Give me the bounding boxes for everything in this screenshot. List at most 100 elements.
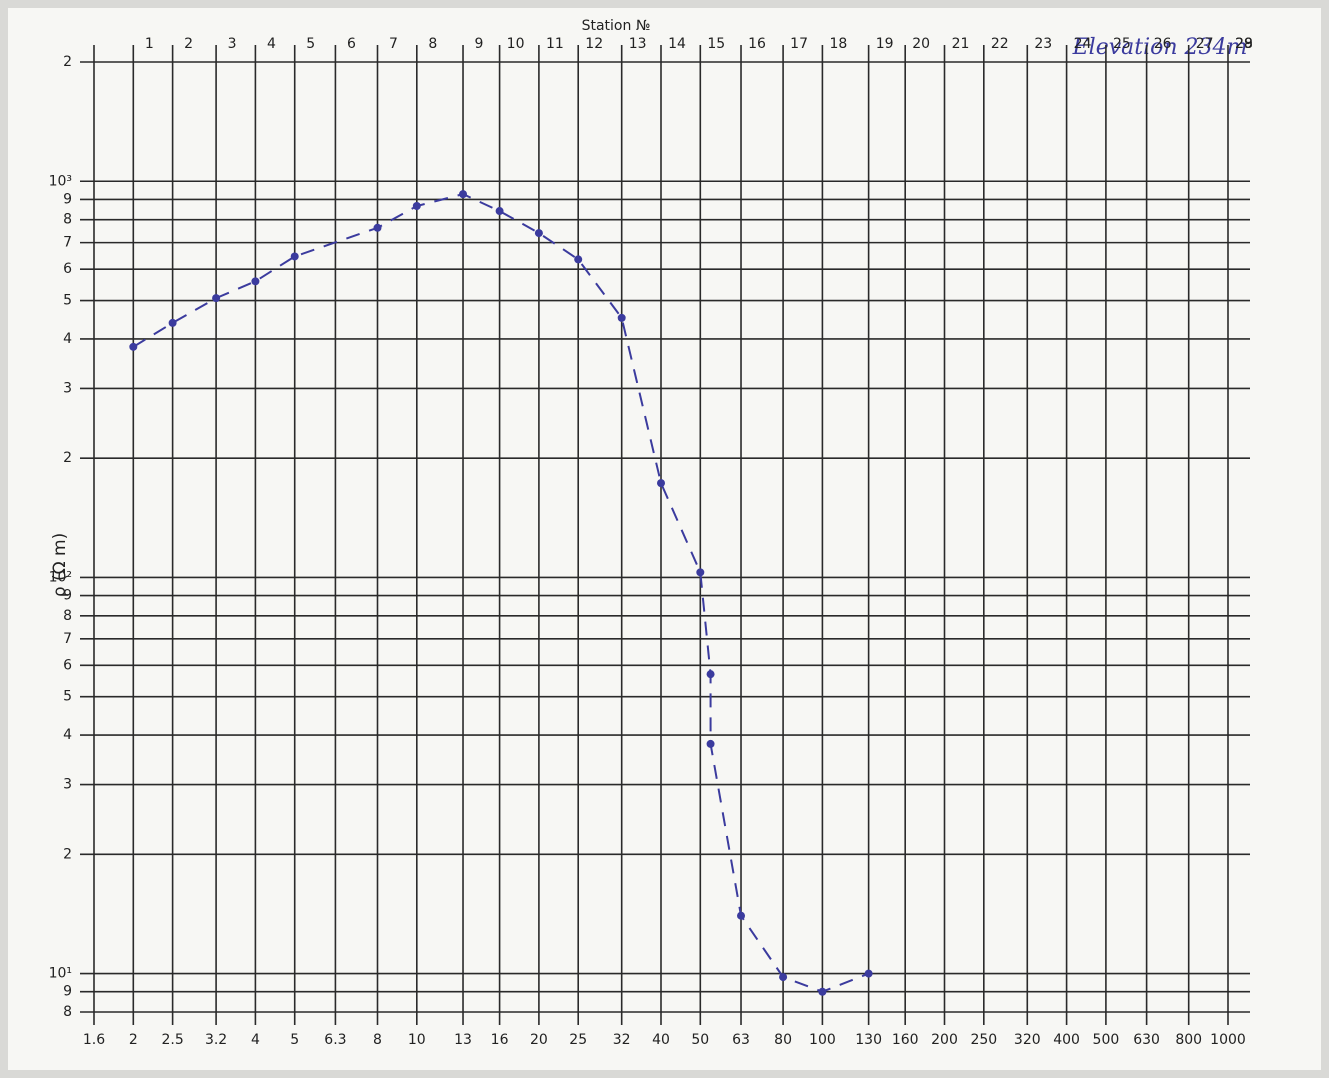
station-label: 7: [389, 36, 398, 52]
data-point: [373, 223, 382, 232]
chart-title: Station №: [582, 18, 651, 34]
station-label: 25: [1113, 36, 1131, 52]
data-point: [779, 973, 788, 982]
station-label: 13: [629, 36, 647, 52]
y-tick-label: 5: [63, 293, 72, 309]
paper: [8, 8, 1321, 1070]
data-point: [706, 739, 715, 748]
y-axis-label: ρ (Ω m): [50, 533, 70, 597]
y-tick-label: 4: [63, 727, 72, 743]
x-tick-label: 800: [1175, 1032, 1202, 1048]
station-label: 12: [585, 36, 603, 52]
x-tick-label: 3.2: [205, 1032, 227, 1048]
station-label: 14: [668, 36, 686, 52]
data-point: [818, 987, 827, 996]
x-tick-label: 130: [855, 1032, 882, 1048]
data-point: [696, 568, 705, 577]
x-tick-label: 6.3: [324, 1032, 346, 1048]
y-tick-label: 10¹: [49, 966, 72, 982]
x-tick-label: 8: [373, 1032, 382, 1048]
y-tick-label: 2: [63, 846, 72, 862]
x-tick-label: 630: [1133, 1032, 1160, 1048]
x-tick-label: 63: [732, 1032, 750, 1048]
data-point: [864, 969, 873, 978]
x-tick-label: 4: [251, 1032, 260, 1048]
station-label: 29: [1235, 36, 1253, 52]
y-tick-label: 4: [63, 331, 72, 347]
station-label: 27: [1196, 36, 1214, 52]
station-label: 4: [267, 36, 276, 52]
station-label: 18: [829, 36, 847, 52]
data-point: [495, 207, 504, 216]
y-tick-label: 2: [63, 450, 72, 466]
station-label: 17: [790, 36, 808, 52]
x-tick-label: 25: [569, 1032, 587, 1048]
data-point: [737, 911, 746, 920]
x-tick-label: 500: [1093, 1032, 1120, 1048]
x-tick-label: 320: [1014, 1032, 1041, 1048]
x-tick-label: 5: [290, 1032, 299, 1048]
y-tick-label: 10³: [49, 173, 72, 189]
x-tick-label: 10: [408, 1032, 426, 1048]
y-tick-label: 6: [63, 657, 72, 673]
data-point: [212, 294, 221, 303]
data-point: [657, 479, 665, 488]
y-tick-label: 6: [63, 261, 72, 277]
station-label: 5: [306, 36, 315, 52]
x-tick-label: 50: [691, 1032, 709, 1048]
data-point: [574, 255, 583, 264]
x-tick-label: 160: [892, 1032, 919, 1048]
station-label: 11: [546, 36, 564, 52]
station-label: 3: [228, 36, 237, 52]
station-label: 2: [184, 36, 193, 52]
x-tick-label: 13: [454, 1032, 472, 1048]
station-label: 21: [952, 36, 970, 52]
data-point: [251, 277, 260, 286]
data-point: [459, 190, 468, 199]
y-tick-label: 3: [63, 380, 72, 396]
y-tick-label: 9: [63, 191, 72, 207]
y-tick-label: 7: [63, 631, 72, 647]
y-tick-label: 5: [63, 689, 72, 705]
x-tick-label: 16: [491, 1032, 509, 1048]
data-point: [290, 252, 299, 261]
station-label: 15: [707, 36, 725, 52]
x-tick-label: 40: [652, 1032, 670, 1048]
y-tick-label: 8: [63, 212, 72, 228]
x-tick-label: 2.5: [161, 1032, 183, 1048]
annotation: Elevation 234m: [1072, 35, 1248, 60]
station-label: 1: [145, 36, 154, 52]
x-tick-label: 250: [970, 1032, 997, 1048]
station-label: 20: [912, 36, 930, 52]
data-point: [706, 670, 715, 679]
station-label: 10: [507, 36, 525, 52]
data-point: [412, 202, 421, 211]
station-label: 19: [876, 36, 894, 52]
station-label: 22: [991, 36, 1009, 52]
data-point: [617, 313, 626, 322]
x-tick-label: 80: [774, 1032, 792, 1048]
y-tick-label: 2: [63, 54, 72, 70]
station-label: 16: [748, 36, 766, 52]
y-tick-label: 3: [63, 777, 72, 793]
y-tick-label: 9: [63, 588, 72, 604]
x-tick-label: 2: [129, 1032, 138, 1048]
x-tick-label: 32: [613, 1032, 631, 1048]
y-tick-label: 10²: [49, 569, 72, 585]
station-label: 28: [1235, 36, 1253, 52]
station-label: 6: [347, 36, 356, 52]
data-point: [168, 318, 177, 327]
x-tick-label: 1000: [1210, 1032, 1246, 1048]
x-tick-label: 1.6: [83, 1032, 105, 1048]
data-line: [132, 193, 869, 993]
station-label: 23: [1034, 36, 1052, 52]
x-tick-label: 400: [1053, 1032, 1080, 1048]
y-tick-label: 8: [63, 1004, 72, 1020]
station-label: 9: [475, 36, 484, 52]
data-point: [129, 342, 138, 351]
y-tick-label: 7: [63, 235, 72, 251]
data-point: [534, 229, 543, 238]
y-tick-label: 9: [63, 984, 72, 1000]
x-tick-label: 100: [809, 1032, 836, 1048]
